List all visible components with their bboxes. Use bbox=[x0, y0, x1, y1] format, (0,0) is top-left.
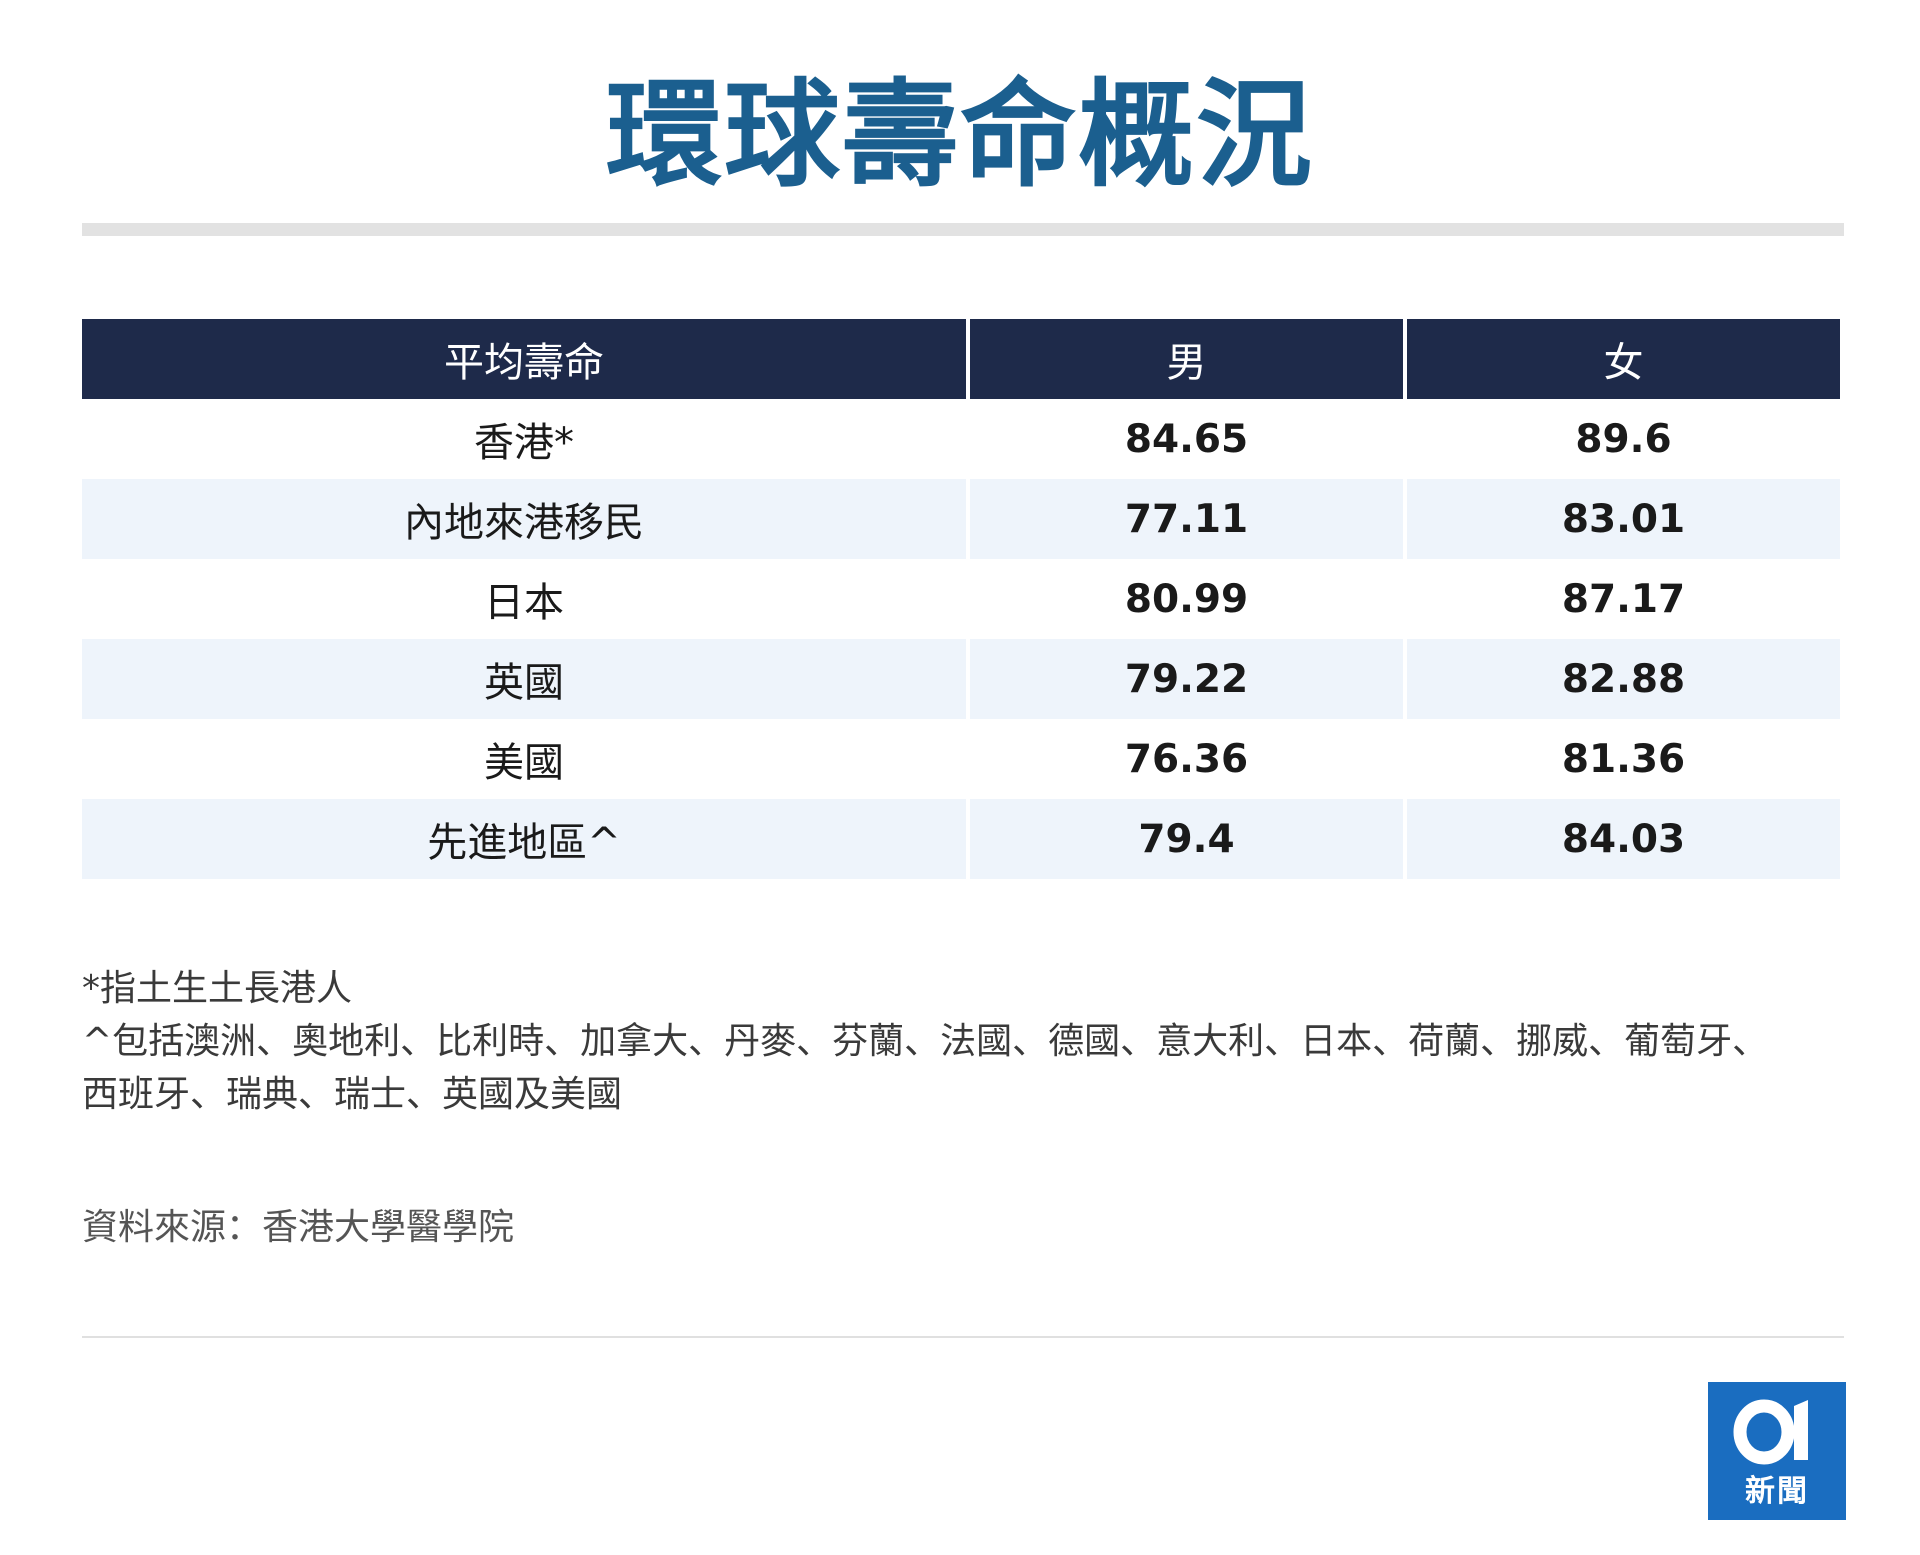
footnote-hong-kong: *指土生土長港人 bbox=[82, 968, 353, 1009]
column-header-male: 男 bbox=[966, 319, 1403, 399]
region-cell: 先進地區^ bbox=[82, 799, 966, 879]
male-value-cell: 84.65 bbox=[966, 399, 1403, 479]
table-row: 日本 80.99 87.17 bbox=[82, 559, 1840, 639]
logo-01-mark-icon bbox=[1733, 1399, 1808, 1465]
life-expectancy-table: 平均壽命 男 女 香港* 84.65 89.6 內地來港移民 77.11 83.… bbox=[82, 319, 1840, 879]
region-cell: 英國 bbox=[82, 639, 966, 719]
table-row: 內地來港移民 77.11 83.01 bbox=[82, 479, 1840, 559]
region-cell: 日本 bbox=[484, 580, 564, 626]
female-value-cell: 84.03 bbox=[1403, 799, 1840, 879]
logo-text: 新聞 bbox=[1745, 1474, 1809, 1509]
male-value-cell: 76.36 bbox=[966, 719, 1403, 799]
female-value-cell: 81.36 bbox=[1403, 719, 1840, 799]
table-row: 香港* 84.65 89.6 bbox=[82, 399, 1840, 479]
table-header-row: 平均壽命 男 女 bbox=[82, 319, 1840, 399]
male-value-cell: 80.99 bbox=[966, 559, 1403, 639]
footnotes: *指土生土長港人 ^包括澳洲、奧地利、比利時、加拿大、丹麥、芬蘭、法國、德國、意… bbox=[82, 962, 1802, 1121]
table-row: 先進地區^ 79.4 84.03 bbox=[82, 799, 1840, 879]
title-divider bbox=[82, 223, 1844, 236]
footnote-developed-regions: ^包括澳洲、奧地利、比利時、加拿大、丹麥、芬蘭、法國、德國、意大利、日本、荷蘭、… bbox=[82, 1021, 1769, 1115]
region-cell: 美國 bbox=[484, 740, 564, 786]
table-row: 英國 79.22 82.88 bbox=[82, 639, 1840, 719]
region-cell: 香港* bbox=[474, 420, 574, 466]
page-title: 環球壽命概況 bbox=[606, 68, 1314, 203]
region-cell: 內地來港移民 bbox=[82, 479, 966, 559]
female-value-cell: 87.17 bbox=[1403, 559, 1840, 639]
male-value-cell: 77.11 bbox=[966, 479, 1403, 559]
female-value-cell: 89.6 bbox=[1403, 399, 1840, 479]
footer-divider bbox=[82, 1336, 1844, 1338]
source-note: 資料來源：香港大學醫學院 bbox=[82, 1207, 515, 1248]
male-value-cell: 79.22 bbox=[966, 639, 1403, 719]
table-row: 美國 76.36 81.36 bbox=[82, 719, 1840, 799]
column-header-female: 女 bbox=[1403, 319, 1840, 399]
female-value-cell: 83.01 bbox=[1403, 479, 1840, 559]
hk01-logo: 新聞 bbox=[1708, 1382, 1846, 1520]
column-header-average-life: 平均壽命 bbox=[82, 319, 966, 399]
female-value-cell: 82.88 bbox=[1403, 639, 1840, 719]
male-value-cell: 79.4 bbox=[966, 799, 1403, 879]
